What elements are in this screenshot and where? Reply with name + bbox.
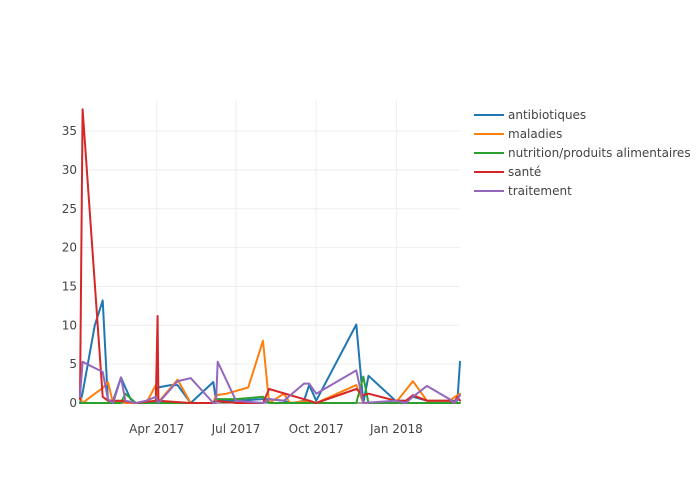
legend-label: antibiotiques <box>508 108 586 122</box>
y-axis-ticks: 0 5 10 15 20 25 30 35 <box>62 124 77 410</box>
grid <box>80 100 460 403</box>
legend-item-nutrition-produits-alimentaires[interactable]: nutrition/produits alimentaires <box>474 146 691 160</box>
y-tick-label: 25 <box>62 202 77 216</box>
legend-label: nutrition/produits alimentaires <box>508 146 691 160</box>
x-tick-label: Jan 2018 <box>369 422 423 436</box>
legend-label: traitement <box>508 184 572 198</box>
series-line-maladies <box>79 339 461 404</box>
legend[interactable]: antibiotiques maladies nutrition/produits … <box>474 108 691 198</box>
y-tick-label: 30 <box>62 163 77 177</box>
x-tick-label: Apr 2017 <box>129 422 184 436</box>
x-tick-label: Jul 2017 <box>211 422 261 436</box>
legend-item-antibiotiques[interactable]: antibiotiques <box>474 108 586 122</box>
y-tick-label: 35 <box>62 124 77 138</box>
legend-label: maladies <box>508 127 562 141</box>
legend-item-maladies[interactable]: maladies <box>474 127 562 141</box>
y-tick-label: 10 <box>62 318 77 332</box>
legend-label: santé <box>508 165 541 179</box>
y-tick-label: 0 <box>69 396 77 410</box>
series-line-traitement <box>79 360 461 404</box>
y-tick-label: 20 <box>62 241 77 255</box>
y-tick-label: 15 <box>62 279 77 293</box>
x-tick-label: Oct 2017 <box>289 422 344 436</box>
x-axis-ticks: Apr 2017 Jul 2017 Oct 2017 Jan 2018 <box>129 422 423 436</box>
y-tick-label: 5 <box>69 357 77 371</box>
legend-item-traitement[interactable]: traitement <box>474 184 572 198</box>
legend-item-sant-[interactable]: santé <box>474 165 541 179</box>
series-line-antibiotiques <box>79 299 461 404</box>
series-lines <box>79 108 461 404</box>
series-line-sant- <box>79 108 461 404</box>
series-line-nutrition-produits-alimentaires <box>79 375 461 404</box>
